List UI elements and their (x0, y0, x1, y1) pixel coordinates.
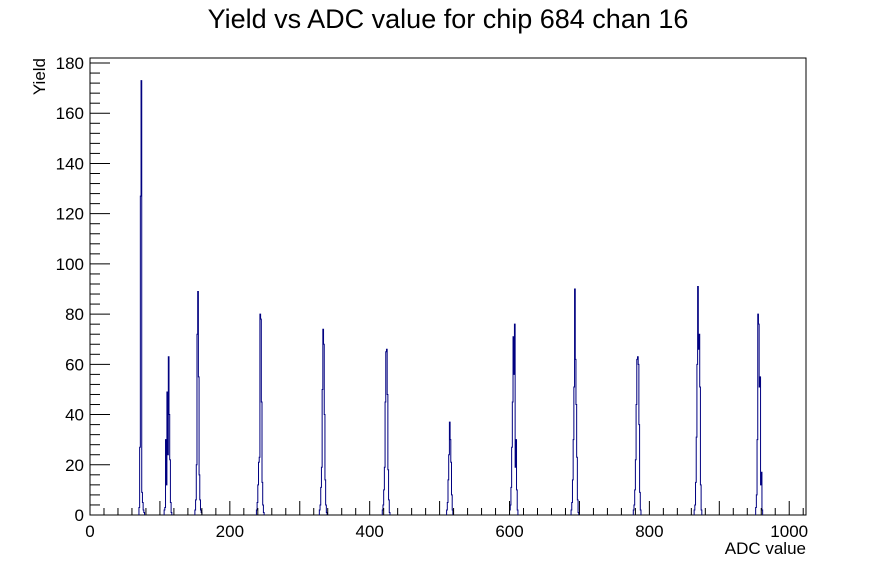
y-tick-label: 0 (75, 506, 84, 525)
x-tick-label: 800 (635, 522, 663, 541)
y-axis-title: Yield (30, 58, 49, 95)
histogram-peak-7 (446, 421, 454, 515)
x-tick-label: 400 (356, 522, 384, 541)
histogram-series (138, 80, 764, 515)
y-tick-label: 120 (56, 205, 84, 224)
y-tick-label: 20 (65, 456, 84, 475)
x-axis: 0 200 400 600 800 1000 (85, 501, 808, 541)
y-tick-label: 160 (56, 104, 84, 123)
histogram-peak-6 (381, 348, 391, 515)
histogram-peak-10 (632, 356, 642, 515)
plot-frame (89, 57, 807, 516)
histogram-peak-9 (570, 288, 580, 515)
histogram-peak-3 (194, 291, 203, 515)
histogram-peak-11 (693, 286, 703, 515)
x-tick-label: 600 (495, 522, 523, 541)
histogram-peak-5 (318, 328, 328, 515)
histogram-peak-2 (163, 356, 173, 515)
y-tick-label: 180 (56, 54, 84, 73)
y-tick-label: 80 (65, 305, 84, 324)
y-axis: 0 20 40 60 80 100 120 140 160 180 (56, 54, 110, 525)
histogram-peak-1 (138, 80, 146, 515)
histogram-peak-4 (255, 313, 265, 515)
histogram-peak-12 (755, 313, 764, 515)
histogram-peak-8 (509, 323, 519, 515)
x-tick-label: 0 (85, 522, 94, 541)
x-tick-label: 200 (216, 522, 244, 541)
y-tick-label: 100 (56, 255, 84, 274)
y-tick-label: 60 (65, 355, 84, 374)
x-tick-label: 1000 (770, 522, 808, 541)
y-tick-label: 140 (56, 154, 84, 173)
chart-title: Yield vs ADC value for chip 684 chan 16 (207, 4, 689, 34)
x-axis-title: ADC value (725, 539, 806, 558)
y-tick-label: 40 (65, 406, 84, 425)
